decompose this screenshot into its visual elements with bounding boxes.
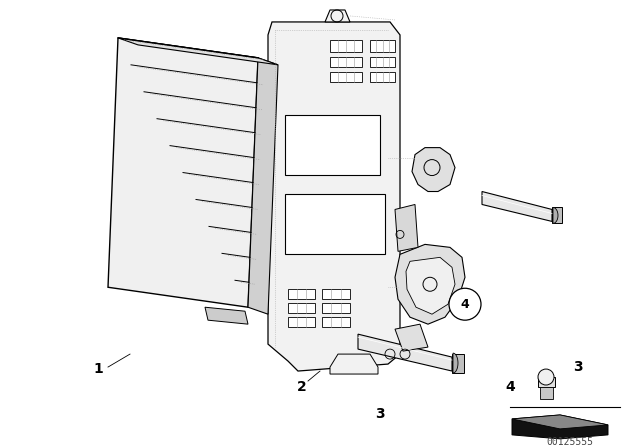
Circle shape [538, 369, 554, 385]
Polygon shape [512, 415, 608, 439]
Text: 3: 3 [573, 360, 583, 374]
Polygon shape [412, 148, 455, 191]
Polygon shape [285, 194, 385, 254]
Polygon shape [118, 38, 278, 65]
Polygon shape [288, 289, 315, 299]
Polygon shape [370, 40, 395, 52]
Polygon shape [322, 317, 350, 327]
Polygon shape [268, 22, 400, 371]
Polygon shape [108, 38, 258, 307]
Text: 2: 2 [297, 380, 307, 394]
Polygon shape [288, 303, 315, 313]
Text: 4: 4 [505, 380, 515, 394]
Polygon shape [248, 58, 278, 314]
Polygon shape [370, 72, 395, 82]
Polygon shape [322, 303, 350, 313]
Polygon shape [552, 207, 562, 224]
Polygon shape [330, 57, 362, 67]
Polygon shape [395, 244, 465, 324]
Polygon shape [330, 40, 362, 52]
Polygon shape [395, 204, 418, 251]
Polygon shape [330, 354, 378, 374]
Text: 00125555: 00125555 [547, 437, 593, 447]
Polygon shape [512, 415, 608, 429]
Polygon shape [325, 10, 350, 22]
Polygon shape [288, 317, 315, 327]
Polygon shape [285, 115, 380, 175]
Polygon shape [358, 334, 452, 371]
Polygon shape [453, 353, 458, 373]
Polygon shape [482, 191, 552, 221]
Text: 4: 4 [461, 298, 469, 311]
Polygon shape [452, 354, 464, 373]
Polygon shape [322, 289, 350, 299]
Circle shape [449, 288, 481, 320]
Polygon shape [205, 307, 248, 324]
Polygon shape [406, 257, 455, 314]
Polygon shape [370, 57, 395, 67]
Text: 3: 3 [375, 407, 385, 421]
Polygon shape [395, 324, 428, 351]
Polygon shape [540, 387, 553, 399]
Polygon shape [538, 377, 555, 387]
Polygon shape [553, 207, 558, 224]
Text: 1: 1 [93, 362, 103, 376]
Polygon shape [330, 72, 362, 82]
